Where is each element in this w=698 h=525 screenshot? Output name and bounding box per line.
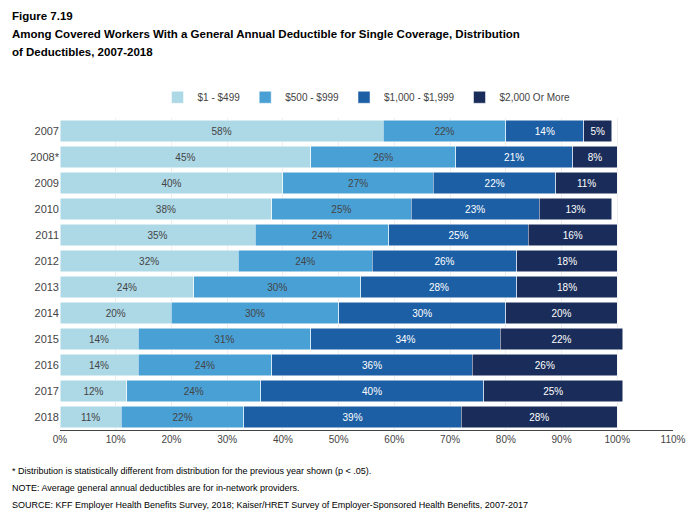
- svg-text:2014: 2014: [35, 307, 59, 319]
- svg-text:24%: 24%: [195, 360, 215, 371]
- svg-text:5%: 5%: [590, 126, 605, 137]
- svg-text:110%: 110%: [661, 434, 686, 445]
- svg-text:14%: 14%: [535, 126, 555, 137]
- svg-text:36%: 36%: [362, 360, 382, 371]
- svg-text:25%: 25%: [448, 230, 468, 241]
- svg-text:30%: 30%: [217, 434, 237, 445]
- svg-text:21%: 21%: [504, 152, 524, 163]
- svg-text:100%: 100%: [604, 434, 630, 445]
- svg-text:32%: 32%: [139, 256, 159, 267]
- svg-text:NOTE: Average general annual d: NOTE: Average general annual deductibles…: [12, 483, 300, 493]
- svg-text:11%: 11%: [577, 178, 596, 189]
- svg-text:16%: 16%: [563, 230, 583, 241]
- svg-text:40%: 40%: [273, 434, 293, 445]
- svg-text:$1 - $499: $1 - $499: [198, 92, 241, 103]
- svg-text:35%: 35%: [147, 230, 167, 241]
- svg-text:26%: 26%: [434, 256, 454, 267]
- svg-text:40%: 40%: [362, 386, 382, 397]
- svg-text:45%: 45%: [175, 152, 195, 163]
- svg-text:30%: 30%: [412, 308, 432, 319]
- svg-text:8%: 8%: [588, 152, 603, 163]
- svg-text:2013: 2013: [35, 281, 59, 293]
- svg-text:SOURCE: KFF Employer Health Be: SOURCE: KFF Employer Health Benefits Sur…: [12, 500, 528, 510]
- svg-text:2017: 2017: [35, 385, 59, 397]
- svg-text:50%: 50%: [329, 434, 349, 445]
- svg-text:14%: 14%: [89, 360, 109, 371]
- svg-text:30%: 30%: [245, 308, 265, 319]
- svg-text:14%: 14%: [89, 334, 109, 345]
- svg-text:18%: 18%: [557, 282, 577, 293]
- svg-text:12%: 12%: [83, 386, 103, 397]
- svg-text:28%: 28%: [529, 412, 549, 423]
- svg-text:$2,000 Or More: $2,000 Or More: [500, 92, 570, 103]
- svg-text:60%: 60%: [384, 434, 404, 445]
- svg-text:2009: 2009: [35, 177, 59, 189]
- svg-text:13%: 13%: [565, 204, 585, 215]
- svg-text:30%: 30%: [267, 282, 287, 293]
- svg-text:70%: 70%: [440, 434, 460, 445]
- svg-text:2012: 2012: [35, 255, 59, 267]
- svg-text:Figure 7.19: Figure 7.19: [12, 10, 73, 22]
- svg-text:28%: 28%: [429, 282, 449, 293]
- svg-text:23%: 23%: [465, 204, 485, 215]
- svg-text:2018: 2018: [35, 411, 59, 423]
- svg-text:20%: 20%: [106, 308, 126, 319]
- svg-text:22%: 22%: [485, 178, 505, 189]
- svg-text:2007: 2007: [35, 125, 59, 137]
- svg-text:40%: 40%: [161, 178, 181, 189]
- svg-text:25%: 25%: [543, 386, 563, 397]
- svg-text:24%: 24%: [117, 282, 137, 293]
- svg-text:11%: 11%: [81, 412, 100, 423]
- svg-text:20%: 20%: [551, 308, 571, 319]
- svg-text:2015: 2015: [35, 333, 59, 345]
- svg-text:58%: 58%: [212, 126, 232, 137]
- svg-text:24%: 24%: [184, 386, 204, 397]
- svg-text:of Deductibles, 2007-2018: of Deductibles, 2007-2018: [12, 46, 153, 58]
- svg-text:0%: 0%: [53, 434, 68, 445]
- svg-text:* Distribution is statisticall: * Distribution is statistically differen…: [12, 466, 371, 476]
- svg-text:20%: 20%: [161, 434, 181, 445]
- svg-text:$1,000 - $1,999: $1,000 - $1,999: [384, 92, 454, 103]
- svg-text:31%: 31%: [214, 334, 234, 345]
- svg-text:2016: 2016: [35, 359, 59, 371]
- svg-text:90%: 90%: [552, 434, 572, 445]
- svg-text:24%: 24%: [312, 230, 332, 241]
- svg-text:10%: 10%: [106, 434, 126, 445]
- svg-text:25%: 25%: [331, 204, 351, 215]
- svg-text:22%: 22%: [551, 334, 571, 345]
- svg-text:Among Covered Workers With a G: Among Covered Workers With a General Ann…: [12, 28, 520, 40]
- svg-text:24%: 24%: [295, 256, 315, 267]
- svg-text:18%: 18%: [557, 256, 577, 267]
- svg-text:$500 - $999: $500 - $999: [285, 92, 339, 103]
- svg-text:2010: 2010: [35, 203, 59, 215]
- svg-text:80%: 80%: [496, 434, 516, 445]
- svg-text:26%: 26%: [535, 360, 555, 371]
- svg-text:22%: 22%: [173, 412, 193, 423]
- svg-text:39%: 39%: [343, 412, 363, 423]
- svg-text:26%: 26%: [373, 152, 393, 163]
- svg-text:27%: 27%: [348, 178, 368, 189]
- svg-text:38%: 38%: [156, 204, 176, 215]
- svg-text:34%: 34%: [395, 334, 415, 345]
- svg-text:22%: 22%: [434, 126, 454, 137]
- svg-text:2008*: 2008*: [30, 151, 59, 163]
- svg-text:2011: 2011: [35, 229, 59, 241]
